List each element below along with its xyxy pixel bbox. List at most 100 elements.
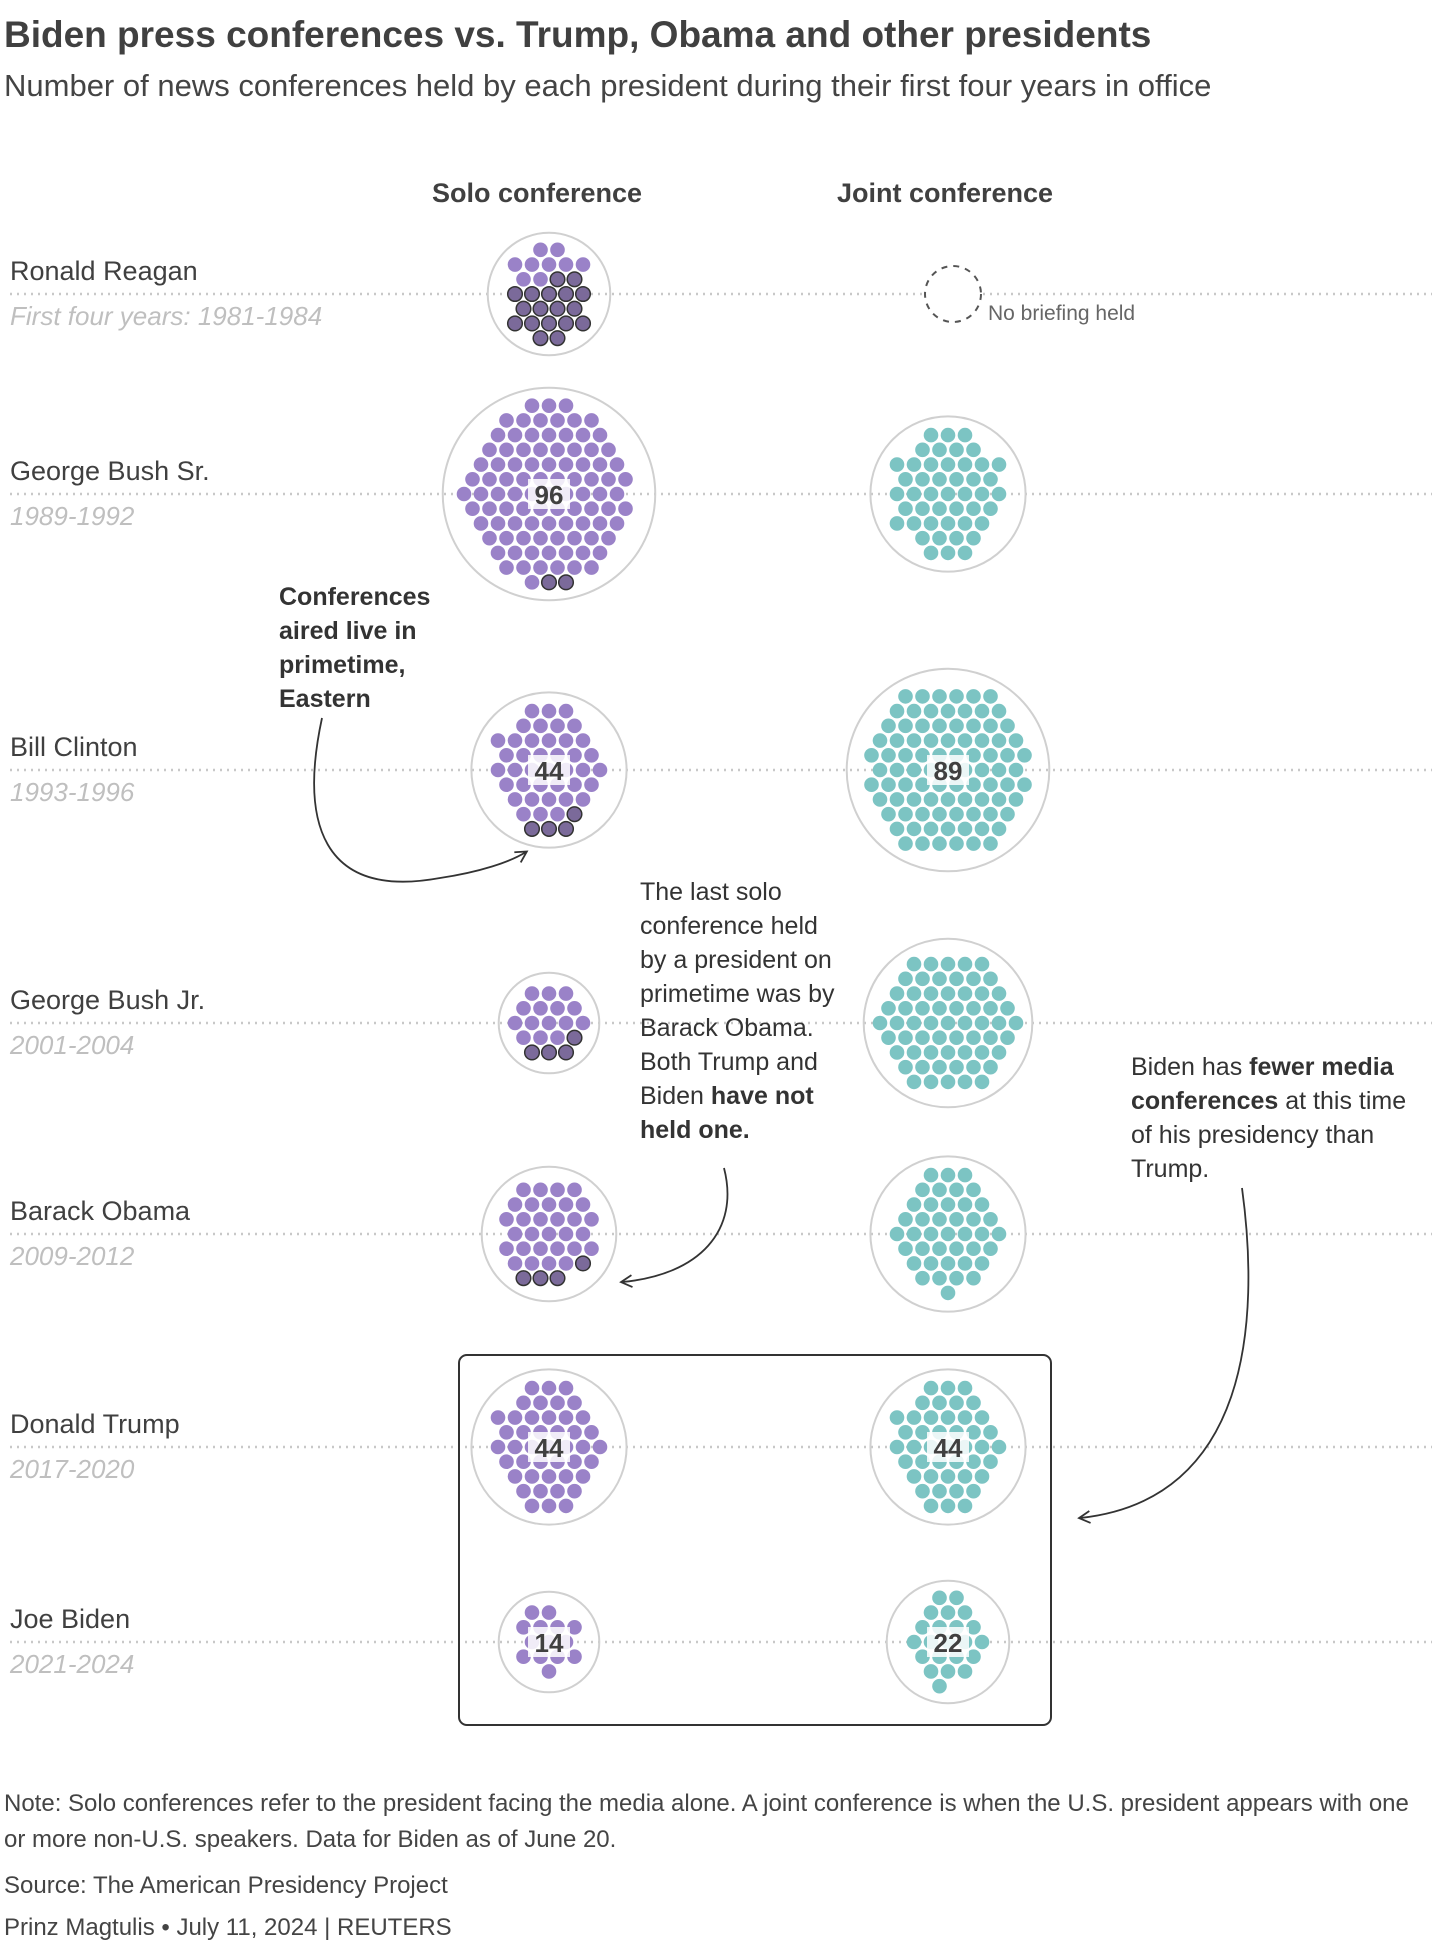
president-name-barack-obama: Barack Obama [10,1196,191,1226]
joint-george-bush-sr-dot [915,442,930,458]
joint-bill-clinton-dot [940,821,956,837]
solo-barack-obama-primetime-dot [549,1270,566,1287]
joint-joe-biden-dot [923,1664,939,1679]
solo-bill-clinton-dot [567,747,582,763]
solo-bill-clinton-dot [516,777,531,793]
solo-ronald-reagan-primetime-dot [540,285,558,303]
president-years-bill-clinton: 1993-1996 [10,777,135,807]
solo-george-bush-sr-dot [499,471,514,487]
solo-george-bush-jr-primetime-dot [540,1044,558,1061]
solo-ronald-reagan-dot [575,257,591,272]
solo-ronald-reagan-dot [533,242,548,258]
joint-george-bush-jr-dot [889,1045,905,1060]
solo-george-bush-jr-dot [516,1030,531,1046]
joint-george-bush-jr-dot [966,1030,981,1046]
solo-donald-trump-dot [490,1410,506,1425]
solo-bill-clinton-dot [550,806,565,822]
solo-barack-obama-dot [567,1241,582,1257]
solo-bill-clinton-dot [558,733,574,748]
solo-george-bush-sr-dot [575,545,591,561]
joint-george-bush-sr-dot [983,471,998,487]
solo-george-bush-sr-dot [567,413,582,428]
solo-ronald-reagan-outline [486,231,612,357]
solo-bill-clinton-dot [567,718,582,734]
joint-barack-obama-dot [915,1182,930,1198]
joint-barack-obama-dot [932,1270,947,1286]
joint-bill-clinton-dot [983,777,998,793]
solo-george-bush-sr-dot [507,516,523,531]
solo-bill-clinton-dot [584,777,599,793]
joint-george-bush-jr-dot [906,1074,922,1090]
joint-barack-obama-dot [915,1211,930,1227]
joint-george-bush-jr-dot [983,1059,998,1075]
solo-barack-obama-dot [516,1211,531,1227]
joint-bill-clinton-dot [966,836,981,851]
joint-george-bush-sr-dot [923,545,939,561]
solo-george-bush-sr-primetime-dot [540,574,558,591]
solo-barack-obama-dot [533,1211,548,1227]
joint-george-bush-jr-outline [862,937,1034,1109]
solo-joe-biden-dot [567,1619,582,1635]
joint-joe-biden-dot [957,1605,973,1620]
solo-ronald-reagan-primetime-dot [574,285,592,303]
joint-donald-trump-dot [932,1395,947,1411]
solo-george-bush-sr-dot [482,501,497,517]
joint-george-bush-sr-dot [932,471,947,487]
joint-joe-biden-dot [949,1590,964,1606]
solo-bill-clinton-dot [499,747,514,763]
joint-george-bush-sr-dot [898,501,913,517]
joint-joe-biden-dot [906,1634,922,1650]
joint-bill-clinton-dot [881,747,896,763]
joint-barack-obama-dot [966,1270,981,1286]
solo-barack-obama-dot [507,1226,523,1242]
president-years-ronald-reagan: First four years: 1981-1984 [10,301,322,331]
solo-donald-trump-dot [516,1483,531,1499]
solo-donald-trump-dot [524,1498,540,1514]
joint-george-bush-jr-dot [983,1000,998,1016]
solo-george-bush-sr-dot [490,516,506,531]
solo-george-bush-sr-dot [601,530,616,546]
joint-joe-biden-dot [932,1678,947,1694]
solo-george-bush-jr-dot [524,986,540,1001]
joint-george-bush-sr-dot [906,516,922,531]
joint-donald-trump-dot [906,1410,922,1425]
solo-george-bush-sr-dot [533,442,548,458]
joint-bill-clinton-dot [949,718,964,734]
solo-barack-obama-dot [575,1197,591,1212]
solo-barack-obama-dot [558,1197,574,1212]
joint-bill-clinton-dot [932,836,947,851]
solo-george-bush-jr-dot [507,1015,523,1031]
solo-barack-obama-dot [575,1226,591,1242]
joint-bill-clinton-dot [974,703,990,719]
solo-bill-clinton-dot [558,792,574,807]
joint-george-bush-jr-dot [940,1074,956,1090]
joint-george-bush-sr-dot [991,457,1007,472]
solo-bill-clinton-dot [558,703,574,719]
joint-bill-clinton-dot [1008,762,1024,778]
solo-george-bush-jr-dot [533,1000,548,1016]
joint-joe-biden-label-bg [927,1627,969,1657]
joint-donald-trump-dot [966,1424,981,1440]
joint-bill-clinton-dot [864,777,879,793]
solo-george-bush-jr-primetime-dot [566,1029,583,1046]
solo-ronald-reagan-dot [558,257,574,272]
joint-bill-clinton-dot [966,689,981,704]
solo-bill-clinton-dot [507,733,523,748]
joint-bill-clinton-dot [991,733,1007,748]
solo-george-bush-sr-dot [499,530,514,546]
joint-barack-obama-dot [915,1241,930,1257]
joint-george-bush-jr-dot [974,1015,990,1031]
annotation-last-solo-bold: have not held one. [640,1082,814,1144]
solo-donald-trump-dot [533,1483,548,1499]
joint-bill-clinton-dot [898,718,913,734]
solo-bill-clinton-dot [507,762,523,778]
joint-joe-biden-dot [974,1634,990,1650]
solo-donald-trump-outline [470,1368,628,1526]
joint-donald-trump-dot [957,1498,973,1514]
joint-george-bush-jr-dot [957,956,973,972]
joint-george-bush-sr-dot [940,486,956,502]
solo-donald-trump-dot [516,1454,531,1470]
joint-george-bush-sr-dot [932,442,947,458]
solo-george-bush-sr-dot [567,560,582,575]
column-header-solo: Solo conference [431,178,643,208]
